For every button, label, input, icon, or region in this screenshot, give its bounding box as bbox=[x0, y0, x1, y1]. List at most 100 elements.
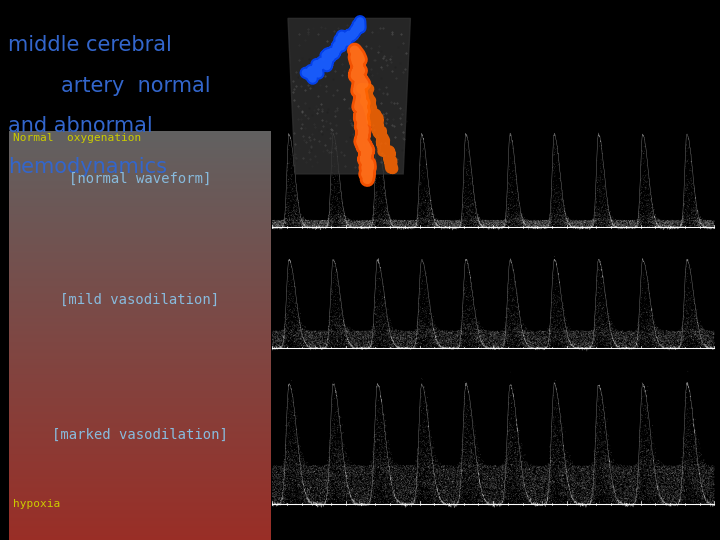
Point bbox=[446, 217, 457, 225]
Point bbox=[318, 216, 329, 225]
Point bbox=[340, 337, 351, 346]
Point bbox=[361, 328, 373, 336]
Point bbox=[379, 190, 390, 198]
Point bbox=[351, 218, 363, 226]
Point bbox=[267, 332, 279, 340]
Point bbox=[317, 472, 328, 481]
Point bbox=[560, 215, 572, 224]
Point bbox=[588, 491, 599, 500]
Point bbox=[408, 463, 419, 472]
Point bbox=[374, 211, 385, 220]
Point bbox=[613, 464, 624, 472]
Point bbox=[453, 341, 464, 349]
Point bbox=[523, 220, 535, 228]
Point bbox=[450, 488, 462, 497]
Point bbox=[395, 344, 406, 353]
Point bbox=[267, 335, 279, 344]
Point bbox=[397, 335, 409, 343]
Point bbox=[278, 333, 289, 341]
Point bbox=[569, 462, 580, 471]
Point bbox=[443, 467, 454, 476]
Point bbox=[590, 445, 601, 454]
Point bbox=[627, 467, 639, 475]
Point bbox=[476, 496, 487, 504]
Point bbox=[588, 220, 599, 229]
Point bbox=[467, 338, 479, 347]
Point bbox=[381, 198, 392, 207]
Point bbox=[333, 438, 344, 447]
Point bbox=[374, 449, 385, 457]
Point bbox=[384, 207, 395, 215]
Point bbox=[289, 342, 300, 351]
Point bbox=[522, 463, 534, 472]
Point bbox=[322, 485, 333, 494]
Point bbox=[336, 329, 347, 338]
Point bbox=[343, 487, 354, 496]
Point bbox=[566, 477, 577, 485]
Point bbox=[510, 333, 521, 342]
Point bbox=[340, 486, 351, 495]
Point bbox=[698, 480, 710, 489]
Point bbox=[688, 483, 700, 492]
Point bbox=[673, 331, 685, 340]
Point bbox=[307, 338, 318, 347]
Point bbox=[289, 207, 301, 215]
Point bbox=[501, 318, 513, 326]
Point bbox=[532, 472, 544, 481]
Point bbox=[632, 475, 644, 483]
Point bbox=[693, 215, 705, 224]
Point bbox=[596, 316, 608, 325]
Point bbox=[353, 219, 364, 227]
Point bbox=[493, 470, 505, 479]
Point bbox=[509, 461, 521, 470]
Point bbox=[513, 495, 525, 503]
Point bbox=[688, 485, 700, 494]
Point bbox=[595, 186, 606, 195]
Point bbox=[644, 490, 656, 499]
Point bbox=[599, 210, 611, 219]
Point bbox=[408, 217, 419, 226]
Point bbox=[526, 472, 537, 481]
Point bbox=[394, 219, 405, 228]
Point bbox=[413, 333, 424, 342]
Point bbox=[271, 484, 283, 493]
Point bbox=[553, 307, 564, 315]
Point bbox=[420, 471, 431, 480]
Point bbox=[362, 342, 374, 350]
Point bbox=[548, 478, 559, 487]
Point bbox=[280, 455, 292, 464]
Point bbox=[700, 220, 711, 228]
Point bbox=[419, 492, 431, 501]
Point bbox=[495, 343, 507, 352]
Point bbox=[681, 429, 693, 438]
Point bbox=[377, 455, 389, 463]
Point bbox=[330, 478, 342, 487]
Point bbox=[600, 498, 612, 507]
Point bbox=[649, 328, 661, 336]
Point bbox=[289, 336, 301, 345]
Point bbox=[418, 174, 430, 183]
Point bbox=[700, 222, 711, 231]
Point bbox=[474, 333, 485, 341]
Point bbox=[320, 481, 332, 490]
Point bbox=[481, 481, 492, 489]
Point bbox=[665, 467, 677, 475]
Point bbox=[553, 446, 564, 455]
Point bbox=[314, 218, 325, 227]
Point bbox=[503, 313, 515, 321]
Point bbox=[573, 219, 585, 227]
Point bbox=[323, 479, 335, 488]
Point bbox=[455, 221, 467, 230]
Point bbox=[325, 488, 336, 497]
Point bbox=[670, 500, 682, 508]
Point bbox=[578, 479, 590, 488]
Point bbox=[413, 218, 424, 226]
Point bbox=[378, 183, 390, 191]
Point bbox=[312, 222, 323, 231]
Point bbox=[284, 302, 295, 310]
Point bbox=[581, 481, 593, 489]
Point bbox=[686, 488, 698, 497]
Point bbox=[508, 221, 520, 230]
Point bbox=[490, 220, 502, 229]
Point bbox=[472, 450, 484, 459]
